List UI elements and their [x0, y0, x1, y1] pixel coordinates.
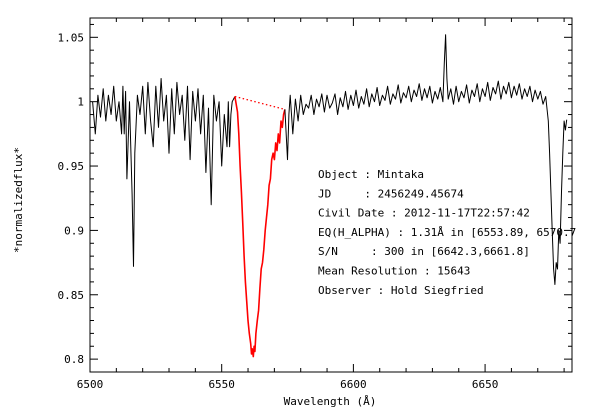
y-tick-label: 0.95 [58, 160, 85, 173]
y-tick-label: 1.05 [58, 31, 85, 44]
series-layer [92, 34, 568, 358]
series-line-3 [234, 95, 286, 111]
x-axis-label: Wavelength (Å) [284, 395, 377, 408]
y-tick-label: 0.9 [64, 224, 84, 237]
x-tick-label: 6650 [472, 378, 499, 391]
series-line-4 [284, 34, 568, 285]
series-line-1 [92, 78, 236, 267]
annotation-block: Object : Mintaka JD : 2456249.45674 Civil … [318, 168, 576, 297]
plot-frame [89, 17, 573, 373]
annotation-line: JD : 2456249.45674 [318, 187, 464, 200]
x-tick-label: 6550 [208, 378, 235, 391]
annotation-line: Object : Mintaka [318, 168, 424, 181]
y-tick-label: 1 [77, 96, 84, 109]
annotation-line: EQ(H_ALPHA) : 1.31Å in [6553.89, 6570.7 [318, 226, 576, 239]
y-axis-label: *normalizedflux* [12, 147, 25, 253]
y-tick-label: 0.85 [58, 289, 85, 302]
series-line-2 [234, 96, 286, 358]
x-tick-labels: 6500 6550 6600 6650 [77, 378, 499, 391]
y-tick-label: 0.8 [64, 353, 84, 366]
annotation-line: Civil Date : 2012-11-17T22:57:42 [318, 207, 530, 220]
ticks-layer [89, 18, 572, 373]
annotation-line: Observer : Hold Siegfried [318, 284, 484, 297]
x-tick-label: 6600 [340, 378, 367, 391]
x-tick-label: 6500 [77, 378, 104, 391]
y-tick-labels: 0.8 0.85 0.9 0.95 1 1.05 [58, 31, 85, 366]
annotation-line: S/N : 300 in [6642.3,6661.8] [318, 245, 530, 258]
annotation-line: Mean Resolution : 15643 [318, 265, 470, 278]
